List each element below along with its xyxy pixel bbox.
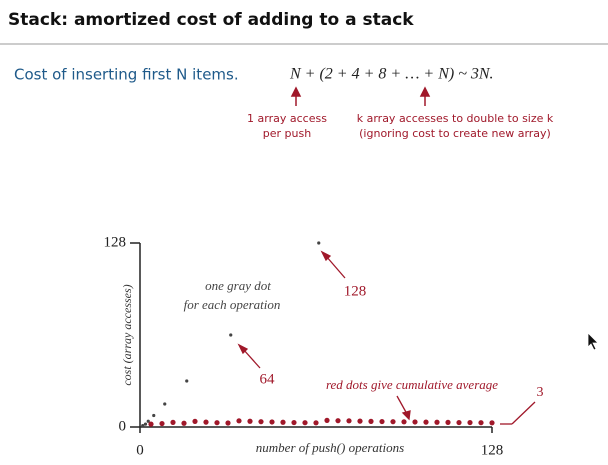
formula-arrows: [290, 86, 431, 106]
dot: [269, 419, 275, 425]
note-left-line: per push: [263, 127, 311, 140]
annotation: one gray dot: [205, 278, 271, 293]
dot: [412, 419, 418, 425]
dot: [291, 419, 297, 426]
dot: [456, 419, 462, 426]
dot: [247, 418, 253, 424]
note-right-line: k array accesses to double to size k: [357, 112, 554, 125]
dot: [141, 423, 145, 428]
plot: cost (array accesses) number of push() o…: [120, 243, 544, 455]
annotation: 128: [344, 283, 367, 299]
dot: [258, 419, 264, 425]
y-tick-label: 0: [119, 418, 127, 434]
dot: [346, 418, 352, 424]
dot: [401, 419, 407, 425]
dot: [148, 421, 154, 427]
dot: [170, 419, 176, 425]
dot: [146, 419, 150, 423]
y-axis-label: cost (array accesses): [120, 284, 134, 385]
dot: [236, 418, 242, 424]
dot: [335, 418, 341, 424]
dot: [143, 422, 148, 426]
annotation-arrows: [237, 250, 536, 425]
dot: [478, 420, 484, 426]
dot: [185, 379, 189, 383]
dot: [225, 420, 231, 426]
x-axis-label: number of push() operations: [256, 440, 404, 455]
x-tick-label: 0: [136, 442, 144, 458]
mouse-cursor: [587, 332, 599, 351]
dot: [313, 420, 319, 426]
slide-title: Stack: amortized cost of adding to a sta…: [8, 10, 414, 30]
dot: [203, 419, 209, 425]
dot: [192, 418, 198, 424]
x-tick-label: 128: [481, 442, 504, 458]
note-right-line: (ignoring cost to create new array): [359, 127, 551, 140]
dot: [181, 420, 187, 426]
formula: N + (2 + 4 + 8 + … + N) ~ 3N.: [289, 66, 494, 83]
dot: [368, 418, 374, 424]
annotation: red dots give cumulative average: [326, 377, 498, 392]
dot: [445, 419, 451, 425]
dot: [324, 417, 330, 423]
dot: [390, 419, 396, 425]
dot: [423, 419, 429, 425]
annotation: 3: [537, 385, 544, 400]
dot: [159, 420, 165, 427]
dot: [489, 420, 495, 426]
dot: [152, 413, 156, 418]
dot: [302, 420, 308, 426]
dot: [467, 419, 473, 426]
dot: [214, 420, 220, 426]
dot: [280, 419, 286, 425]
dot: [357, 418, 363, 424]
y-tick-label: 128: [104, 234, 127, 250]
dot: [434, 419, 440, 425]
subtitle: Cost of inserting first N items.: [14, 66, 239, 84]
dot: [379, 418, 385, 425]
dot: [317, 241, 321, 245]
dot: [229, 333, 233, 337]
dot: [163, 402, 167, 406]
annotation: 64: [260, 371, 276, 387]
annotation: for each operation: [184, 297, 281, 312]
note-left-line: 1 array access: [247, 112, 327, 125]
